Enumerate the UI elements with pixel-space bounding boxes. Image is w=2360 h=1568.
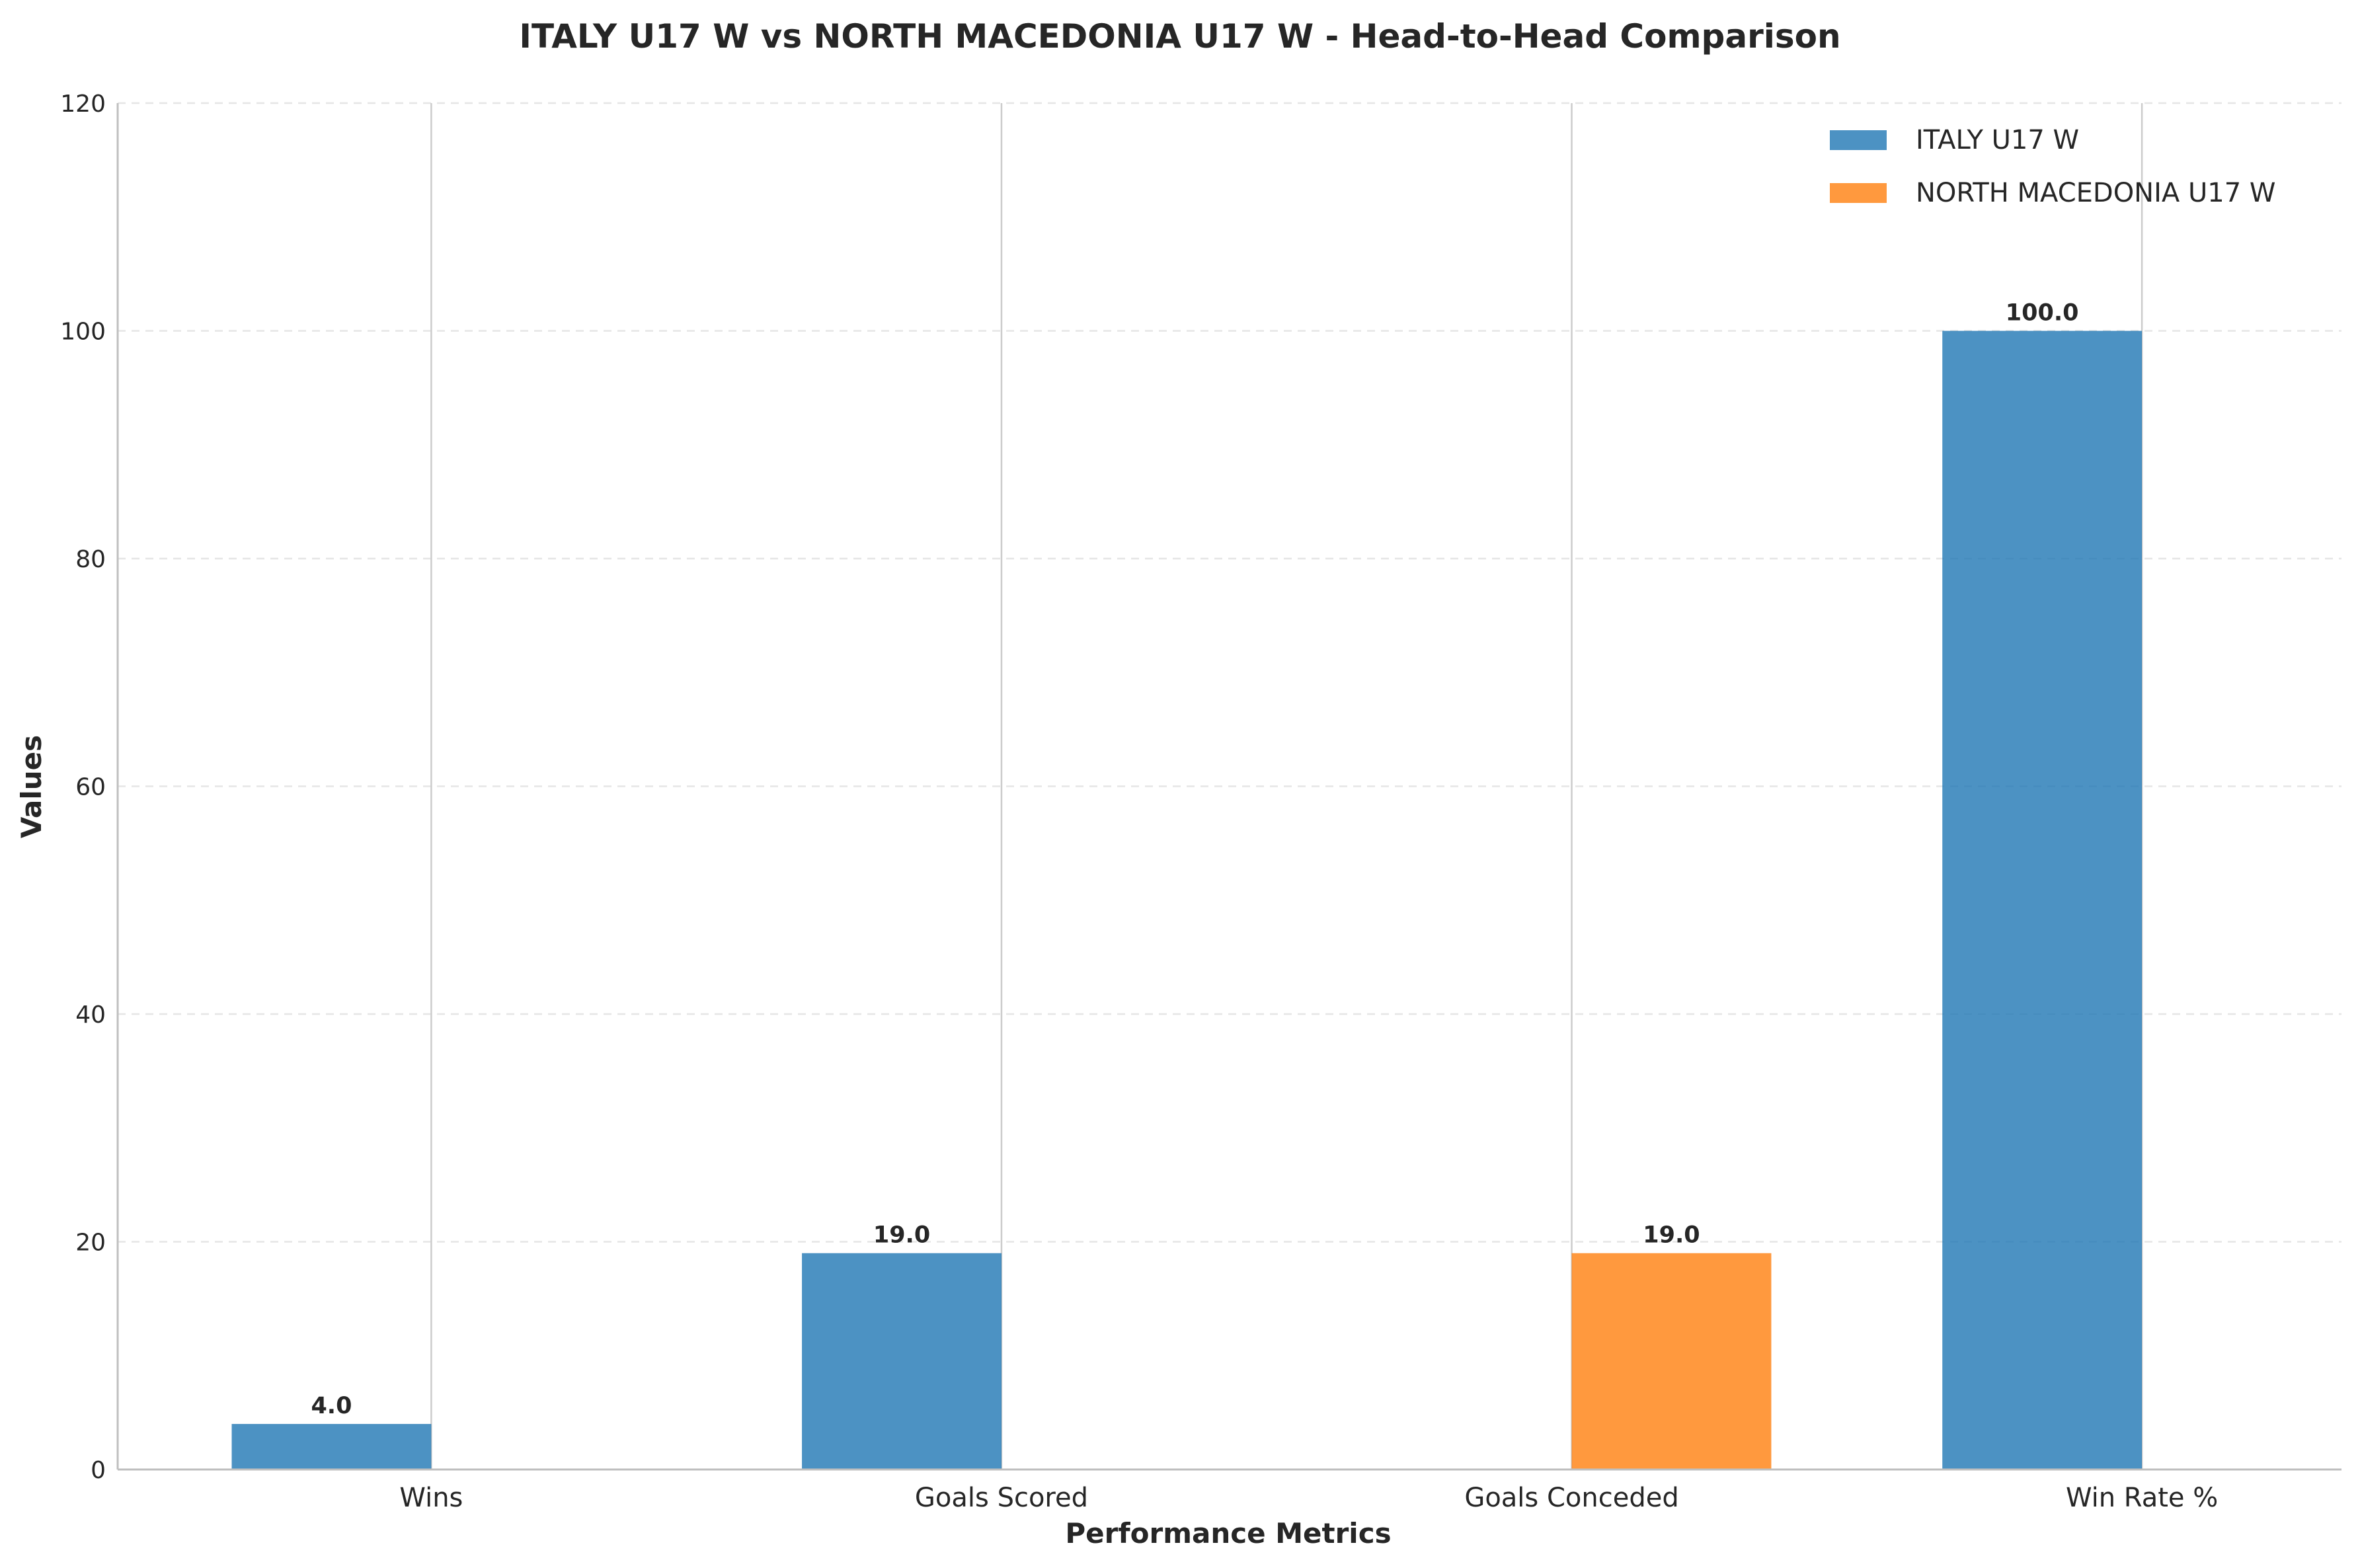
x-tick-label: Goals Scored (915, 1483, 1088, 1513)
y-tick-label: 60 (75, 774, 106, 801)
y-tick-label: 120 (60, 91, 106, 118)
bar (802, 1253, 1002, 1470)
data-label: 100.0 (2006, 300, 2079, 327)
y-tick-label: 40 (75, 1001, 106, 1029)
data-labels: 4.0 19.0 19.0 100.0 (311, 300, 2078, 1420)
bar (1942, 331, 2143, 1470)
x-ticks: Wins Goals Scored Goals Conceded Win Rate % (399, 1483, 2218, 1513)
y-tick-label: 20 (75, 1230, 106, 1257)
legend-label: NORTH MACEDONIA U17 W (1916, 178, 2275, 208)
bars (231, 331, 2143, 1470)
bar (231, 1424, 432, 1470)
legend-label: ITALY U17 W (1916, 125, 2079, 155)
data-label: 4.0 (311, 1393, 352, 1419)
y-axis-label: Values (15, 735, 48, 838)
data-label: 19.0 (873, 1222, 930, 1249)
bar (1571, 1253, 1772, 1470)
x-tick-label: Goals Conceded (1464, 1483, 1678, 1513)
y-ticks: 0 20 40 60 80 100 120 (60, 91, 106, 1484)
y-tick-label: 100 (60, 319, 106, 346)
legend-swatch (1830, 183, 1887, 203)
x-tick-label: Win Rate % (2066, 1483, 2218, 1513)
y-tick-label: 80 (75, 546, 106, 573)
chart-title: ITALY U17 W vs NORTH MACEDONIA U17 W - H… (519, 17, 1840, 56)
legend-swatch (1830, 130, 1887, 150)
x-tick-label: Wins (399, 1483, 463, 1513)
axes (116, 103, 2341, 1471)
data-label: 19.0 (1643, 1222, 1700, 1249)
legend: ITALY U17 W NORTH MACEDONIA U17 W (1830, 125, 2275, 208)
y-tick-label: 0 (91, 1457, 106, 1484)
x-axis-label: Performance Metrics (1065, 1517, 1391, 1549)
